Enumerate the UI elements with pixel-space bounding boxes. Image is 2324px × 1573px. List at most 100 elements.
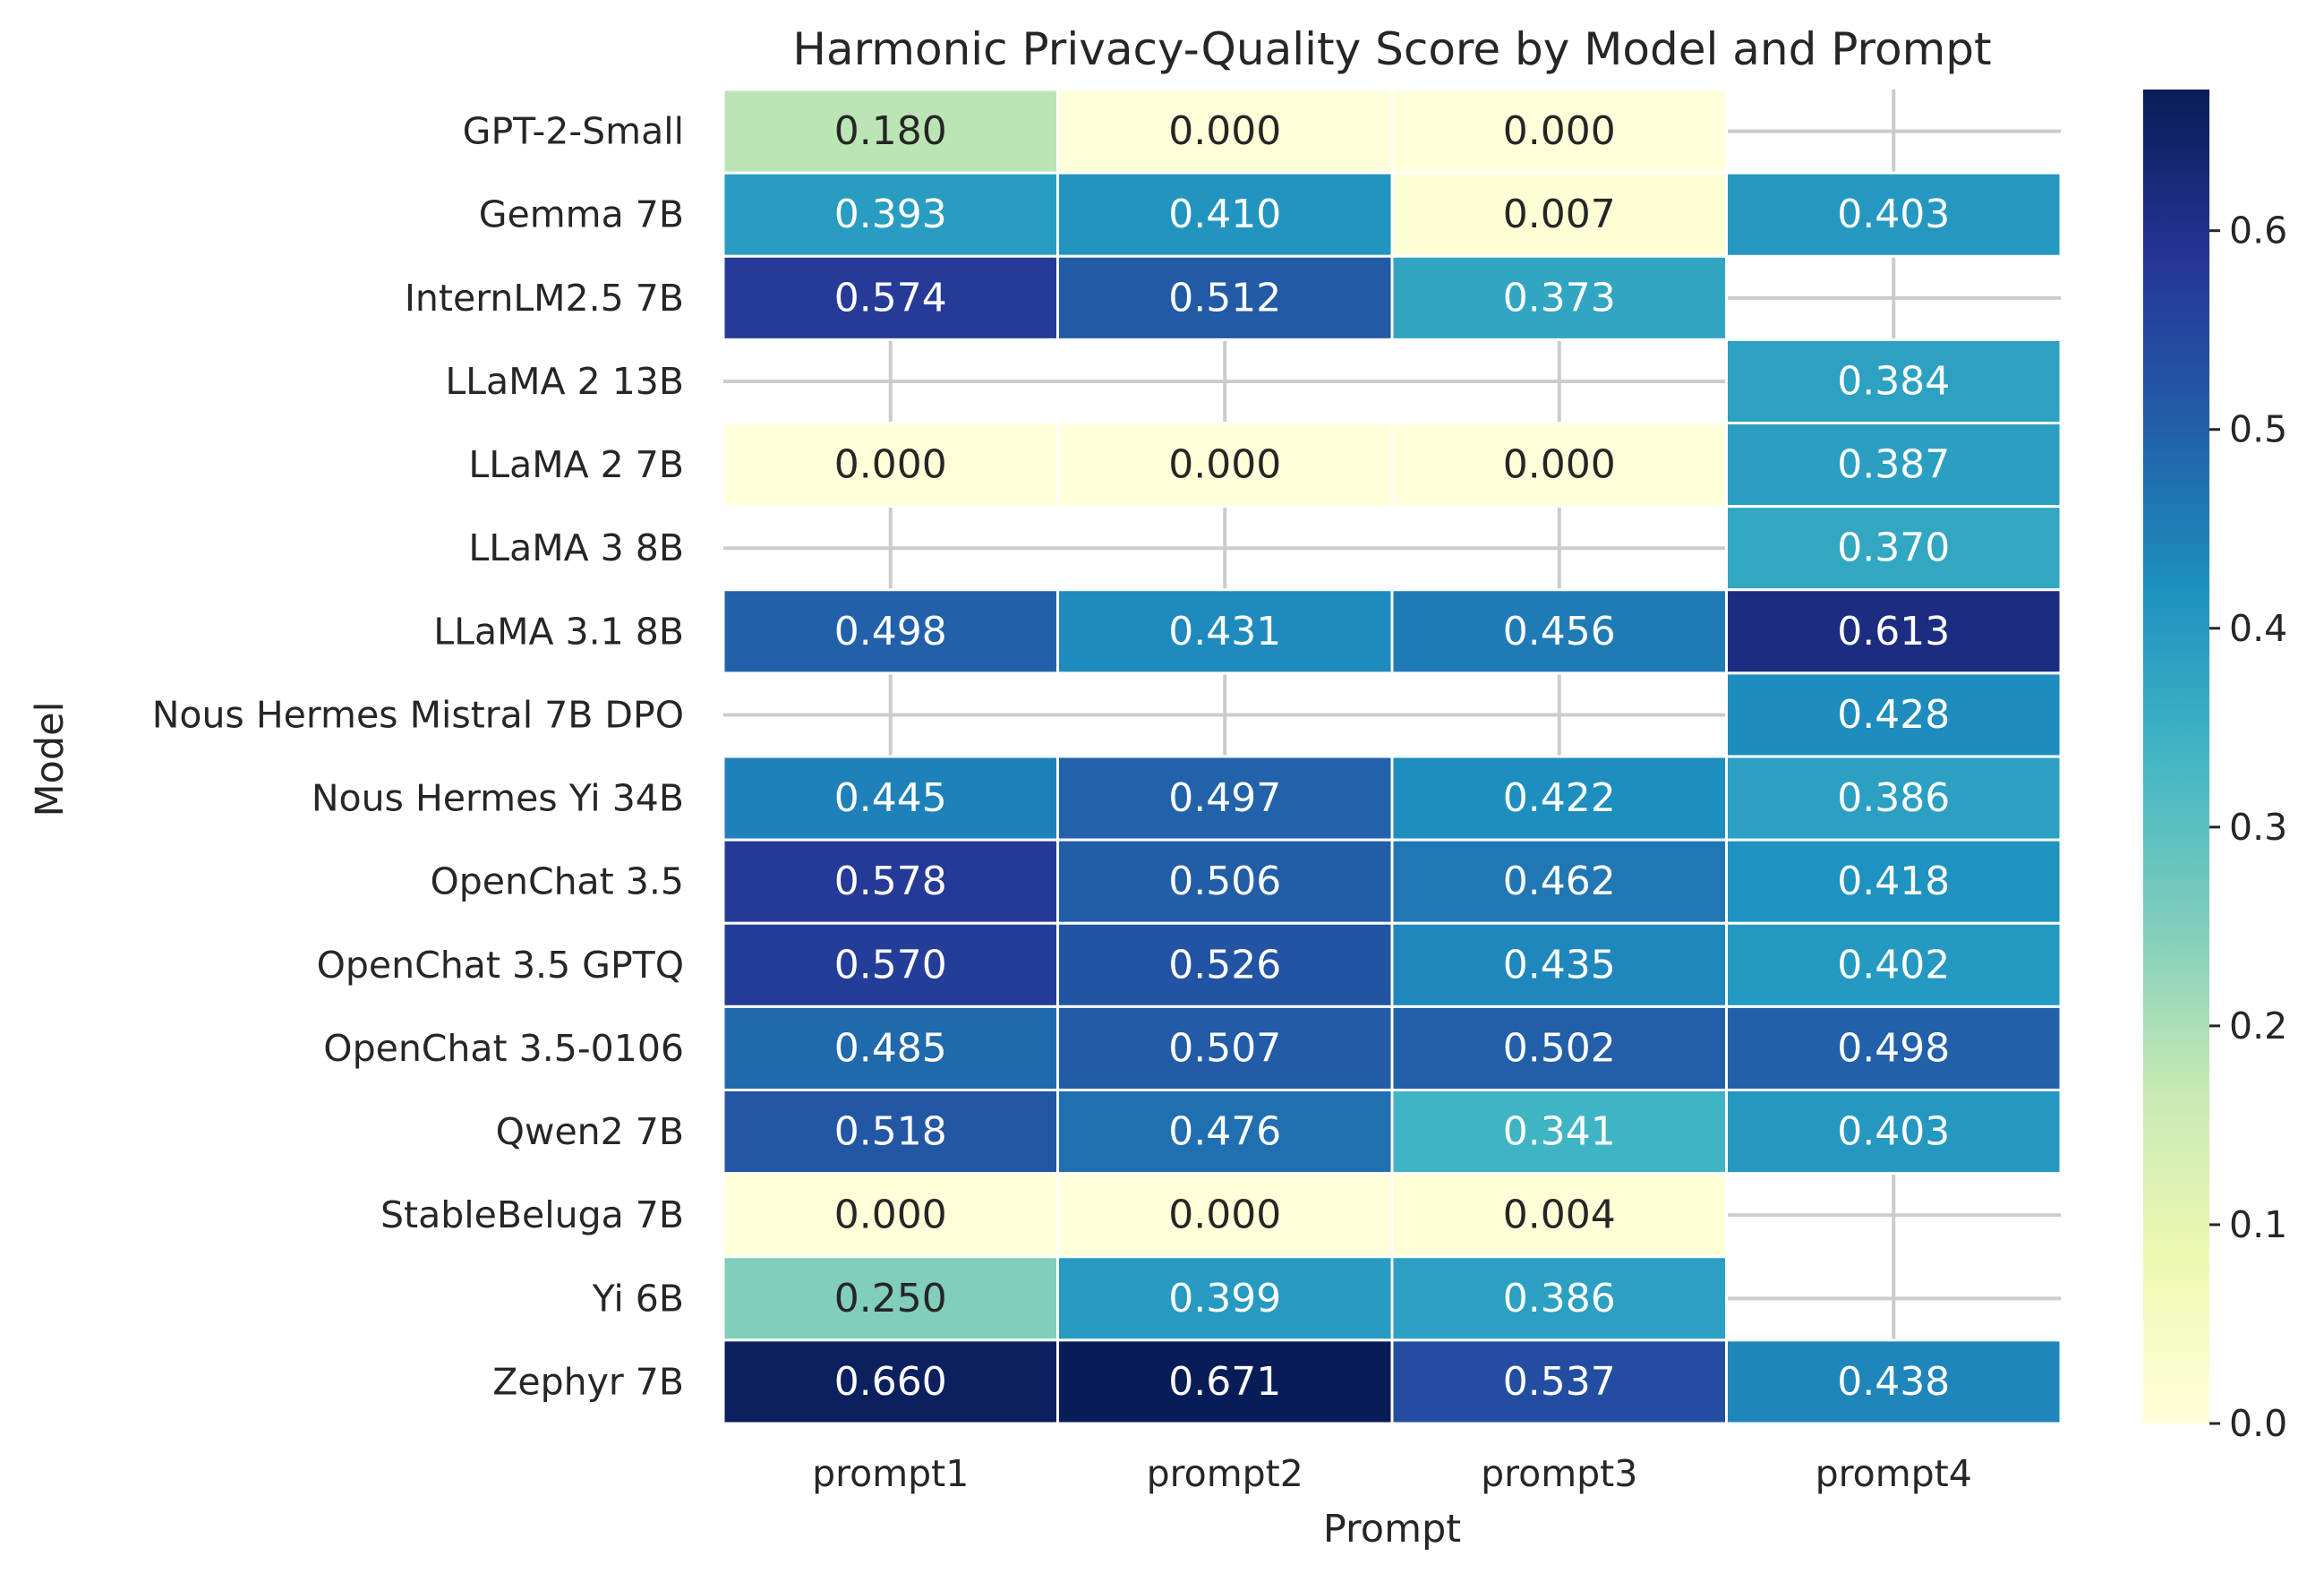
colorbar-tick-label: 0.1 (2229, 1203, 2287, 1246)
heatmap-cell (722, 1089, 1059, 1175)
cell-value-label: 0.456 (1503, 609, 1616, 654)
colorbar-tick-label: 0.4 (2229, 607, 2287, 650)
colorbar-gradient (2143, 90, 2209, 1423)
colorbar: 0.0 0.1 0.2 0.3 0.4 0.5 0.6 (2143, 90, 2287, 1445)
cell-value-label: 0.386 (1503, 1276, 1616, 1321)
cell-value-label: 0.000 (1503, 108, 1616, 154)
heatmap-cell (1056, 588, 1394, 675)
cell-value-label: 0.180 (834, 108, 947, 154)
cell-value-label: 0.370 (1837, 526, 1950, 571)
heatmap-cell (1390, 588, 1728, 675)
cell-value-label: 0.578 (834, 859, 947, 904)
cell-value-label: 0.386 (1837, 775, 1950, 821)
cell-value-label: 0.502 (1503, 1025, 1616, 1071)
colorbar-tick-label: 0.2 (2229, 1004, 2287, 1047)
cell-value-label: 0.526 (1168, 942, 1281, 987)
cell-value-label: 0.671 (1168, 1359, 1281, 1405)
cell-value-label: 0.613 (1837, 609, 1950, 654)
cell-value-label: 0.393 (834, 192, 947, 237)
cell-value-label: 0.512 (1168, 275, 1281, 321)
heatmap-cell (1725, 338, 2063, 424)
cell-value-label: 0.402 (1837, 942, 1950, 987)
y-tick-label: InternLM2.5 7B (405, 277, 684, 320)
y-tick-label: LLaMA 2 13B (445, 360, 684, 403)
y-tick-label: LLaMA 2 7B (468, 443, 684, 486)
heatmap-cell (1725, 505, 2063, 592)
cell-value-label: 0.418 (1837, 859, 1950, 904)
y-tick-label: GPT-2-Small (463, 110, 684, 153)
y-tick-label: Qwen2 7B (496, 1110, 684, 1153)
heatmap-cell (722, 88, 1059, 175)
cell-value-label: 0.506 (1168, 859, 1281, 904)
heatmap-cell (722, 254, 1059, 341)
heatmap-cell (1725, 1338, 2063, 1425)
heatmap-cell (1390, 254, 1728, 341)
y-tick-label: OpenChat 3.5 (430, 860, 684, 903)
y-tick-label: Zephyr 7B (492, 1360, 684, 1403)
y-tick-label: StableBeluga 7B (380, 1193, 684, 1236)
cell-value-label: 0.422 (1503, 775, 1616, 821)
cell-value-label: 0.000 (1168, 442, 1281, 488)
y-tick-label: LLaMA 3 8B (468, 526, 684, 569)
y-tick-label: Yi 6B (592, 1277, 684, 1320)
cell-value-label: 0.497 (1168, 775, 1281, 821)
heatmap-cell (1056, 88, 1394, 175)
cell-value-label: 0.007 (1503, 192, 1616, 237)
colorbar-tick-label: 0.5 (2229, 408, 2287, 451)
heatmap-cell (722, 1004, 1059, 1091)
cell-value-label: 0.000 (834, 1193, 947, 1238)
x-tick-label: prompt1 (812, 1452, 969, 1495)
heatmap-cell (1390, 1089, 1728, 1175)
cell-value-label: 0.476 (1168, 1109, 1281, 1155)
heatmap-cell (1725, 755, 2063, 842)
cell-value-label: 0.387 (1837, 442, 1950, 488)
cell-value-label: 0.000 (834, 442, 947, 488)
y-tick-label: Nous Hermes Mistral 7B DPO (152, 693, 684, 736)
heatmap-cell (1056, 921, 1394, 1008)
cell-value-label: 0.373 (1503, 275, 1616, 321)
cell-value-label: 0.574 (834, 275, 947, 321)
y-tick-label: Nous Hermes Yi 34B (312, 777, 684, 820)
cell-value-label: 0.570 (834, 942, 947, 987)
y-tick-label: OpenChat 3.5-0106 (323, 1027, 684, 1070)
colorbar-tick-label: 0.6 (2229, 209, 2287, 252)
x-tick-label: prompt2 (1147, 1452, 1303, 1495)
heatmap-cell (722, 921, 1059, 1008)
heatmap-cell (1725, 588, 2063, 675)
chart-title: Harmonic Privacy-Quality Score by Model … (792, 23, 1991, 75)
heatmap-cell (1056, 422, 1394, 509)
y-tick-labels: GPT-2-Small Gemma 7B InternLM2.5 7B LLaMA 2… (152, 110, 684, 1404)
cell-value-label: 0.341 (1503, 1109, 1616, 1155)
heatmap-cell (1725, 422, 2063, 509)
cell-value-label: 0.435 (1503, 942, 1616, 987)
cell-value-label: 0.462 (1503, 859, 1616, 904)
heatmap-cell (1390, 88, 1728, 175)
cell-value-label: 0.507 (1168, 1025, 1281, 1071)
heatmap-cell (1390, 1004, 1728, 1091)
colorbar-tick-label: 0.0 (2229, 1402, 2287, 1445)
heatmap-cell (722, 422, 1059, 509)
heatmap-cell (1390, 1338, 1728, 1425)
cell-value-label: 0.000 (1503, 442, 1616, 488)
y-tick-label: Gemma 7B (479, 193, 684, 236)
heatmap-cell (1725, 1089, 2063, 1175)
heatmap-cell (1725, 171, 2063, 258)
cell-value-label: 0.438 (1837, 1359, 1950, 1405)
heatmap-cell (1390, 422, 1728, 509)
y-tick-label: OpenChat 3.5 GPTQ (317, 944, 684, 987)
cell-value-label: 0.498 (834, 609, 947, 654)
heatmap-cells (722, 88, 2063, 1425)
cell-value-label: 0.498 (1837, 1025, 1950, 1071)
cell-value-label: 0.518 (834, 1109, 947, 1155)
cell-value-label: 0.660 (834, 1359, 947, 1405)
cell-value-label: 0.004 (1503, 1193, 1616, 1238)
heatmap-cell (1725, 921, 2063, 1008)
cell-value-label: 0.000 (1168, 1193, 1281, 1238)
cell-value-label: 0.399 (1168, 1276, 1281, 1321)
heatmap-cell (1056, 1255, 1394, 1342)
cell-value-label: 0.403 (1837, 192, 1950, 237)
heatmap-cell (1725, 838, 2063, 925)
heatmap-cell (722, 588, 1059, 675)
x-axis-label: Prompt (1323, 1507, 1461, 1552)
